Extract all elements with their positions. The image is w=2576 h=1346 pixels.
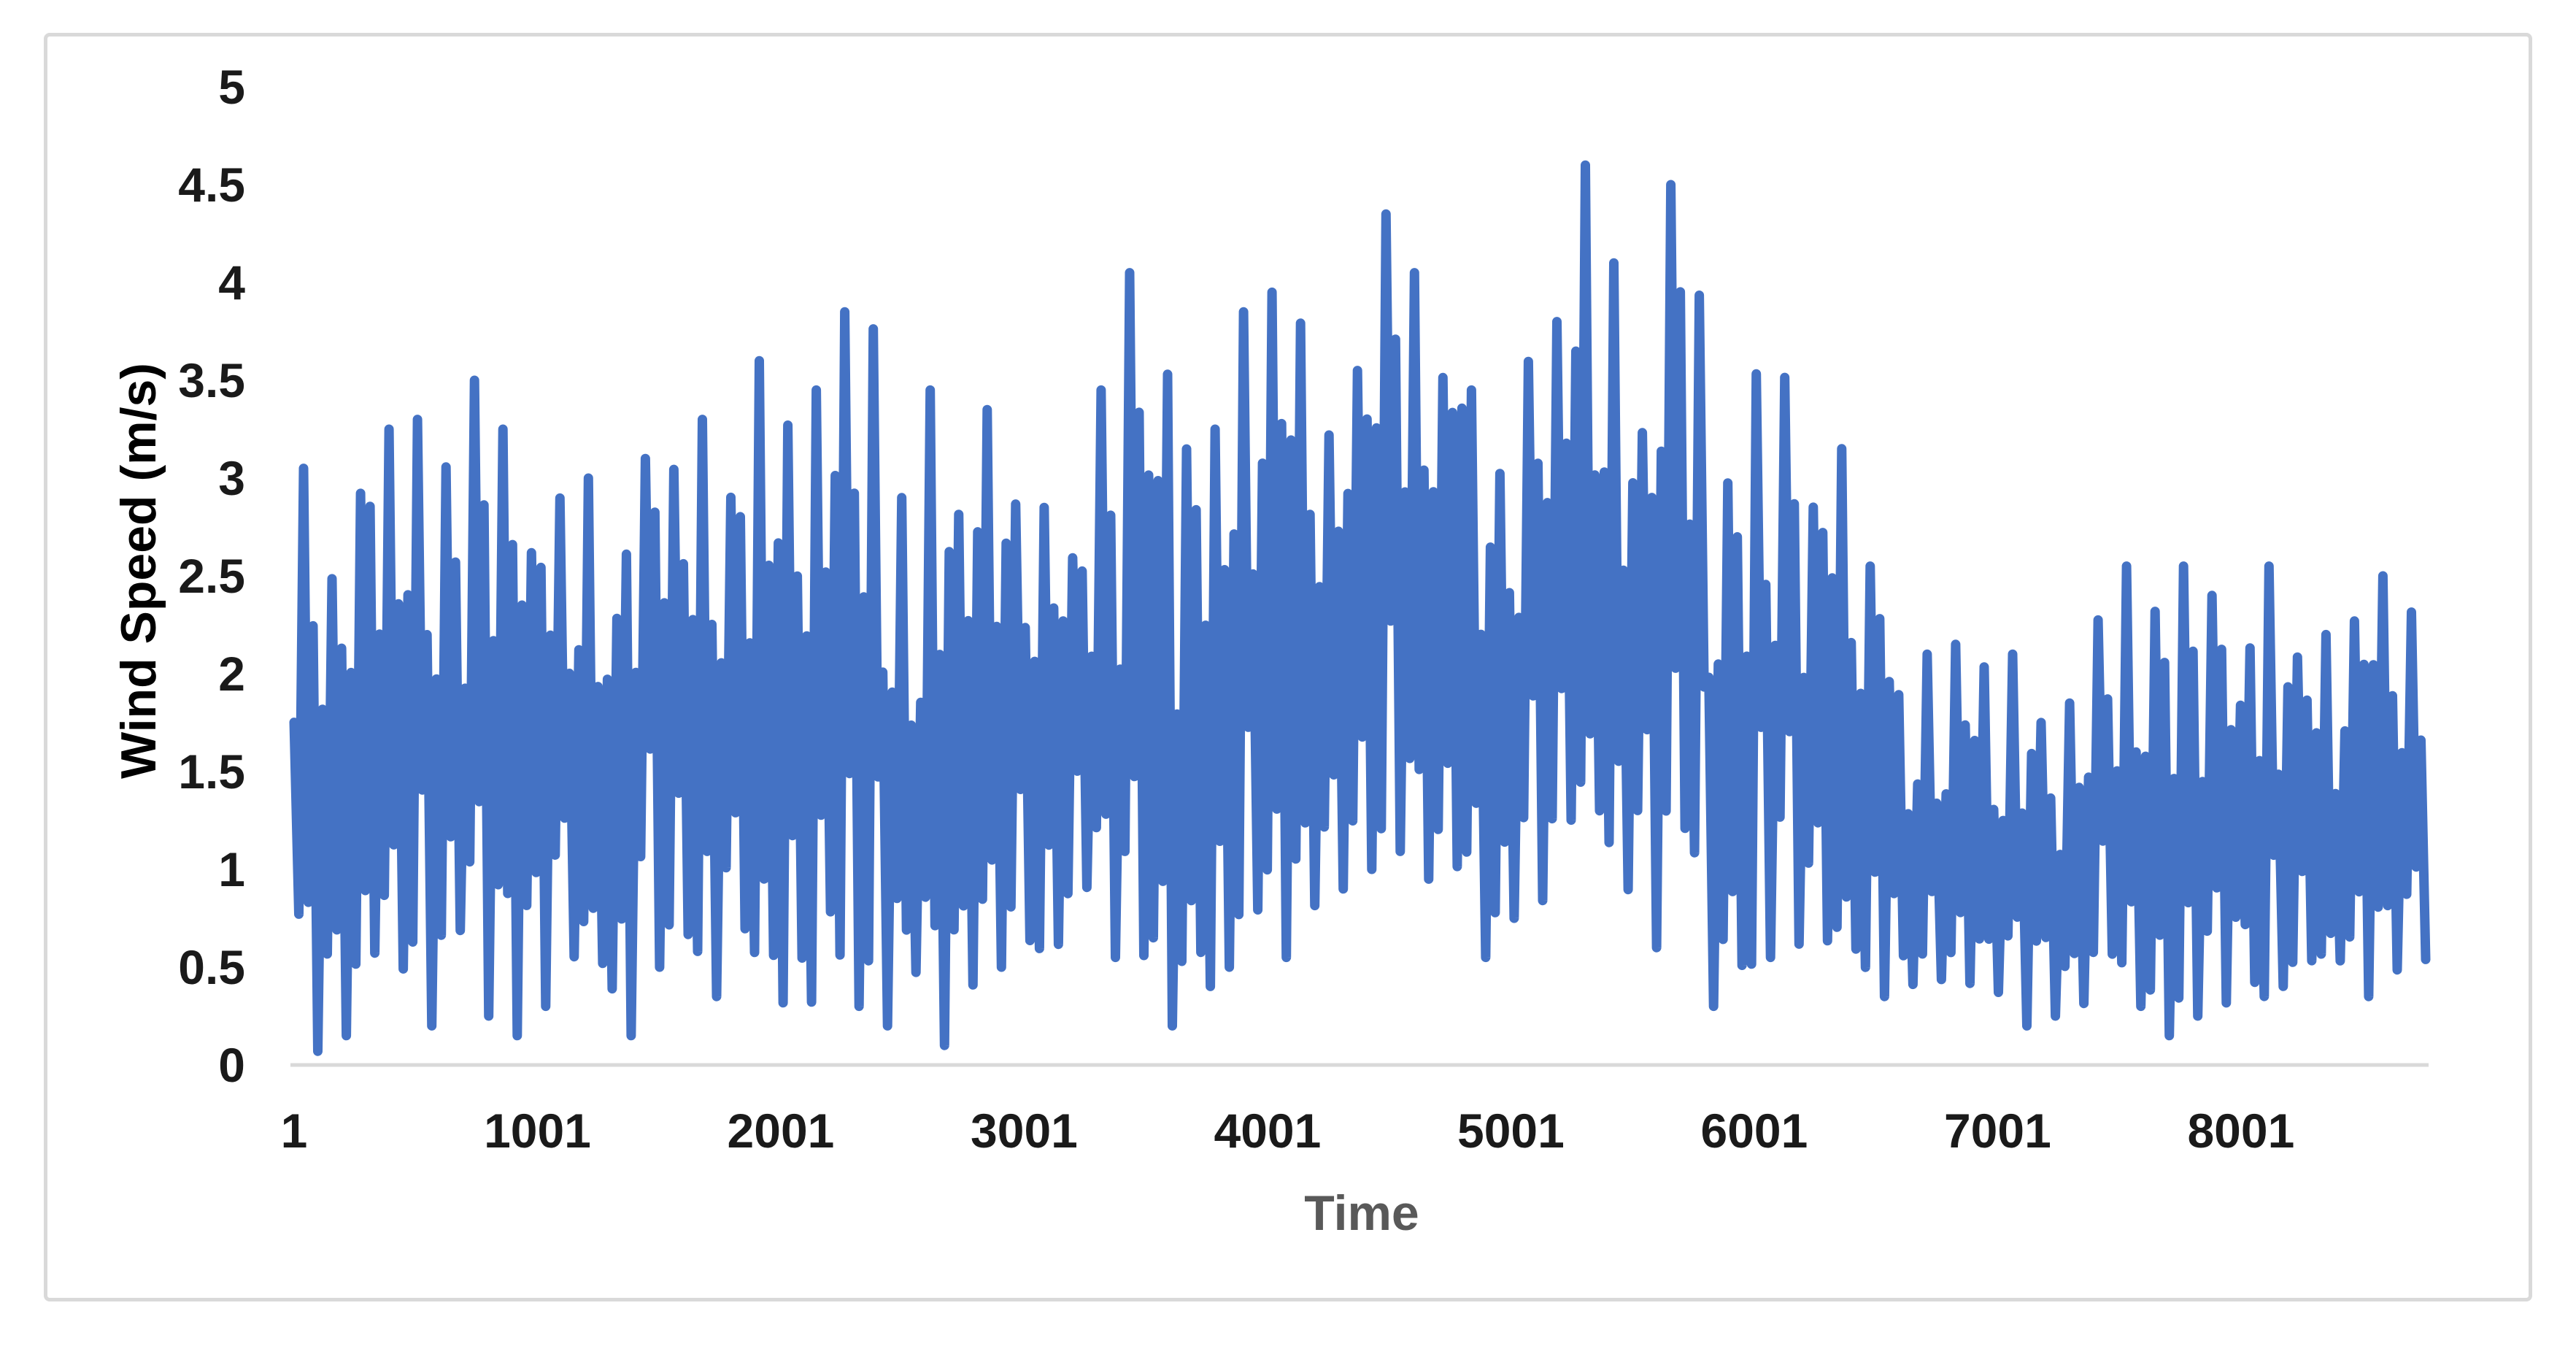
x-tick-label: 1001: [484, 1104, 591, 1158]
x-tick-label: 2001: [727, 1104, 835, 1158]
x-tick-label: 4001: [1214, 1104, 1322, 1158]
y-tick-label: 4.5: [178, 158, 245, 212]
x-tick-label: 3001: [971, 1104, 1078, 1158]
y-tick-label: 0: [218, 1038, 245, 1092]
y-tick-label: 0.5: [178, 940, 245, 994]
wind-speed-series: [289, 160, 2431, 1056]
y-axis-title: Wind Speed (m/s): [111, 363, 166, 779]
y-tick-label: 3.5: [178, 353, 245, 407]
x-tick-label: 6001: [1700, 1104, 1808, 1158]
y-tick-label: 2: [218, 647, 245, 701]
y-tick-label: 3: [218, 451, 245, 505]
x-tick-label: 5001: [1457, 1104, 1565, 1158]
y-tick-label: 1.5: [178, 745, 245, 799]
y-tick-label: 1: [218, 842, 245, 896]
x-tick-label: 7001: [1943, 1104, 2051, 1158]
x-axis-title: Time: [1304, 1185, 1419, 1241]
y-tick-label: 2.5: [178, 549, 245, 603]
x-tick-label: 8001: [2187, 1104, 2295, 1158]
x-tick-label: 1: [280, 1104, 308, 1158]
y-tick-label: 4: [218, 255, 245, 309]
y-tick-label: 5: [218, 60, 245, 114]
